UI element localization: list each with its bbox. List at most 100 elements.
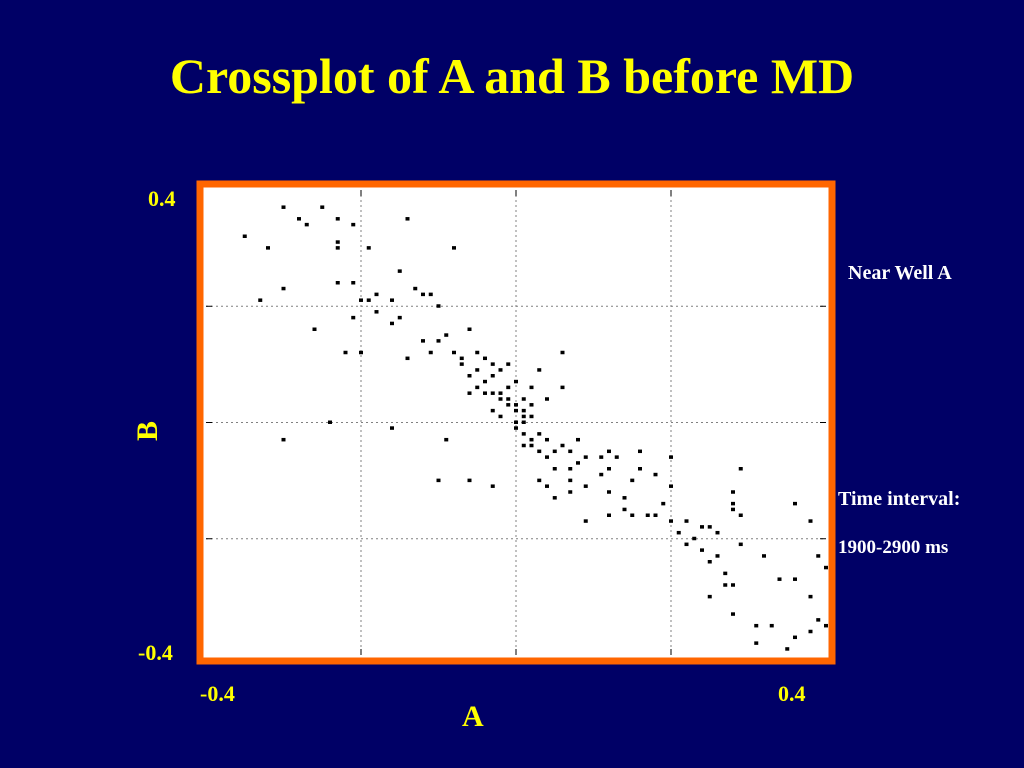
- data-point: [738, 513, 743, 517]
- data-point: [335, 246, 340, 250]
- data-point: [731, 490, 735, 494]
- data-point: [568, 449, 573, 454]
- y-tick-min: -0.4: [138, 640, 173, 665]
- data-point: [707, 560, 712, 564]
- data-point: [614, 455, 619, 459]
- data-point: [676, 530, 681, 535]
- data-point: [467, 374, 472, 378]
- data-point: [630, 513, 635, 517]
- time-interval-value: 1900-2900 ms: [838, 537, 949, 558]
- data-point: [428, 292, 433, 297]
- data-point: [769, 623, 774, 628]
- data-point: [514, 403, 518, 407]
- scatter-plot: [196, 180, 836, 665]
- x-tick-min: -0.4: [200, 681, 235, 706]
- data-point: [359, 350, 363, 355]
- data-point: [475, 368, 480, 372]
- data-point: [413, 286, 418, 291]
- data-point: [552, 496, 557, 500]
- data-point: [560, 385, 565, 390]
- data-point: [258, 298, 263, 302]
- data-point: [459, 362, 464, 366]
- data-point: [514, 420, 518, 424]
- data-point: [568, 490, 573, 494]
- data-point: [506, 403, 511, 407]
- data-point: [521, 420, 526, 424]
- data-point: [731, 583, 735, 587]
- data-point: [281, 437, 286, 442]
- data-point: [397, 315, 402, 320]
- time-interval-label: Time interval:: [838, 488, 961, 510]
- data-point: [731, 612, 735, 616]
- data-point: [436, 304, 441, 308]
- data-point: [560, 443, 565, 448]
- data-point: [545, 455, 549, 459]
- data-point: [490, 374, 495, 378]
- data-point: [490, 408, 495, 413]
- data-point: [645, 513, 650, 517]
- data-point: [793, 501, 797, 506]
- data-point: [545, 484, 549, 488]
- data-point: [638, 449, 642, 454]
- data-point: [700, 548, 704, 552]
- data-point: [638, 467, 642, 471]
- data-point: [529, 403, 534, 407]
- data-point: [754, 623, 759, 628]
- data-point: [560, 350, 565, 355]
- data-point: [359, 298, 363, 302]
- data-point: [824, 565, 828, 570]
- data-point: [514, 379, 518, 384]
- data-point: [459, 356, 464, 361]
- data-point: [653, 513, 658, 517]
- data-point: [405, 356, 410, 361]
- data-point: [242, 234, 247, 238]
- data-point: [521, 443, 526, 448]
- data-point: [808, 629, 813, 634]
- data-point: [537, 368, 542, 372]
- data-point: [731, 507, 735, 512]
- data-point: [622, 496, 627, 500]
- data-point: [521, 397, 526, 401]
- data-point: [421, 292, 425, 297]
- data-point: [607, 513, 611, 517]
- data-point: [777, 577, 782, 581]
- data-point: [397, 269, 402, 273]
- data-points: [242, 205, 828, 651]
- data-point: [521, 414, 526, 419]
- data-point: [498, 397, 503, 401]
- data-point: [498, 391, 503, 395]
- data-point: [514, 408, 518, 413]
- data-point: [490, 362, 495, 366]
- data-point: [281, 205, 286, 209]
- data-point: [452, 246, 456, 250]
- data-point: [475, 385, 480, 390]
- data-point: [684, 519, 689, 523]
- data-point: [816, 618, 821, 622]
- data-point: [715, 530, 720, 535]
- data-point: [599, 455, 604, 459]
- data-point: [738, 467, 743, 471]
- data-point: [320, 205, 325, 209]
- data-point: [390, 321, 394, 326]
- data-point: [669, 484, 673, 488]
- data-point: [483, 391, 487, 395]
- data-point: [824, 623, 828, 628]
- data-point: [328, 420, 332, 424]
- near-well-label: Near Well A: [848, 262, 952, 284]
- x-axis-label: A: [462, 700, 484, 733]
- data-point: [390, 298, 394, 302]
- data-point: [335, 240, 340, 244]
- data-point: [684, 542, 689, 547]
- data-point: [483, 379, 487, 384]
- data-point: [754, 641, 759, 645]
- data-point: [622, 507, 627, 512]
- data-point: [599, 472, 604, 477]
- data-point: [808, 594, 813, 599]
- data-point: [335, 281, 340, 285]
- data-point: [529, 437, 534, 442]
- data-point: [467, 391, 472, 395]
- data-point: [304, 222, 309, 227]
- data-point: [723, 571, 728, 576]
- data-point: [506, 362, 511, 366]
- data-point: [436, 478, 441, 483]
